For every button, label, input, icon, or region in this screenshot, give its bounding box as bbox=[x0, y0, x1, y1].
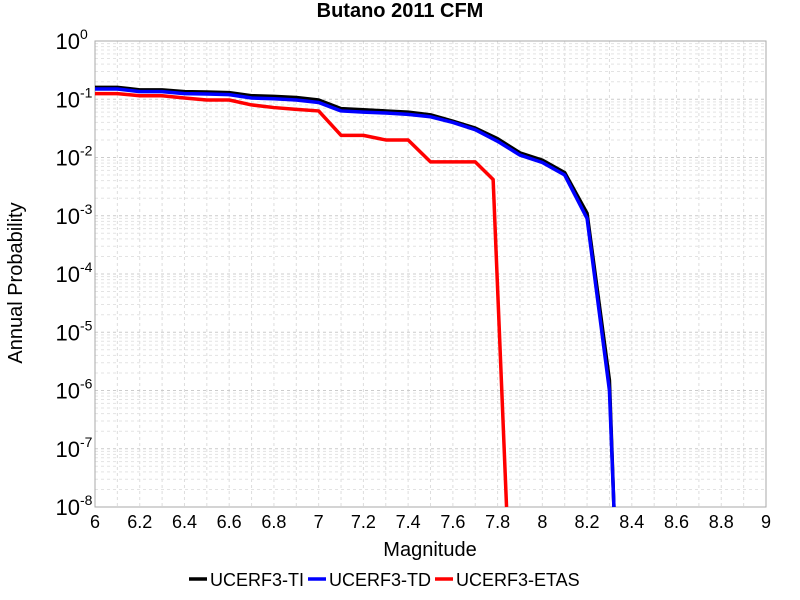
x-tick-label: 7.8 bbox=[485, 512, 510, 532]
y-tick-base: 10 bbox=[56, 320, 80, 345]
x-tick-label: 6.6 bbox=[217, 512, 242, 532]
y-tick-base: 10 bbox=[56, 87, 80, 112]
x-tick-label: 7.6 bbox=[440, 512, 465, 532]
y-tick-exponent: -7 bbox=[80, 434, 93, 450]
y-tick-base: 10 bbox=[56, 262, 80, 287]
y-tick-exponent: -3 bbox=[80, 201, 93, 217]
x-tick-label: 7 bbox=[314, 512, 324, 532]
y-tick-exponent: 0 bbox=[80, 26, 88, 42]
x-tick-label: 6 bbox=[90, 512, 100, 532]
y-tick-base: 10 bbox=[56, 495, 80, 520]
y-tick-base: 10 bbox=[56, 379, 80, 404]
plot-frame bbox=[94, 40, 767, 508]
x-tick-label: 8.2 bbox=[575, 512, 600, 532]
x-tick-label: 9 bbox=[761, 512, 771, 532]
x-tick-label: 7.2 bbox=[351, 512, 376, 532]
x-tick-label: 7.4 bbox=[396, 512, 421, 532]
series-line-ucerf3-ti bbox=[95, 85, 616, 508]
y-tick-label: 10 -1 bbox=[56, 84, 93, 112]
series-line-ucerf3-td bbox=[95, 87, 616, 508]
x-tick-label: 8.8 bbox=[709, 512, 734, 532]
x-tick-labels: 6 6.2 6.4 6.6 6.8 7 7.2 7.4 7.6 7.8 8 8.2 8.4 8.6 8.8 9 bbox=[90, 512, 771, 532]
x-tick-label: 6.4 bbox=[172, 512, 197, 532]
y-tick-label: 10 -3 bbox=[56, 201, 93, 229]
legend: UCERF3-TI UCERF3-TD UCERF3-ETAS bbox=[189, 570, 580, 590]
y-tick-label: 10 -4 bbox=[56, 259, 93, 287]
y-tick-label: 10 -8 bbox=[56, 492, 93, 520]
x-tick-label: 8.4 bbox=[619, 512, 644, 532]
legend-label: UCERF3-TD bbox=[329, 570, 431, 590]
y-tick-exponent: -6 bbox=[80, 376, 93, 392]
legend-label: UCERF3-ETAS bbox=[456, 570, 580, 590]
x-axis-label: Magnitude bbox=[383, 539, 476, 561]
y-tick-exponent: -2 bbox=[80, 143, 93, 159]
y-tick-exponent: -5 bbox=[80, 317, 93, 333]
y-tick-label: 10 -7 bbox=[56, 434, 93, 462]
chart-title: Butano 2011 CFM bbox=[317, 0, 484, 22]
series-lines bbox=[95, 85, 616, 508]
y-tick-exponent: -4 bbox=[80, 259, 93, 275]
y-tick-exponent: -1 bbox=[80, 84, 93, 100]
y-tick-label: 10 -2 bbox=[56, 143, 93, 171]
grid bbox=[94, 41, 767, 508]
y-tick-base: 10 bbox=[56, 204, 80, 229]
y-tick-base: 10 bbox=[56, 146, 80, 171]
y-axis-label: Annual Probability bbox=[5, 202, 27, 363]
y-tick-label: 10 0 bbox=[56, 26, 88, 54]
y-tick-exponent: -8 bbox=[80, 492, 93, 508]
y-tick-label: 10 -5 bbox=[56, 317, 93, 345]
x-tick-label: 8.6 bbox=[664, 512, 689, 532]
x-tick-label: 8 bbox=[537, 512, 547, 532]
x-tick-label: 6.2 bbox=[127, 512, 152, 532]
y-tick-base: 10 bbox=[56, 29, 80, 54]
y-tick-label: 10 -6 bbox=[56, 376, 93, 404]
y-tick-base: 10 bbox=[56, 437, 80, 462]
x-tick-label: 6.8 bbox=[261, 512, 286, 532]
legend-label: UCERF3-TI bbox=[210, 570, 304, 590]
series-line-ucerf3-etas bbox=[95, 91, 509, 508]
